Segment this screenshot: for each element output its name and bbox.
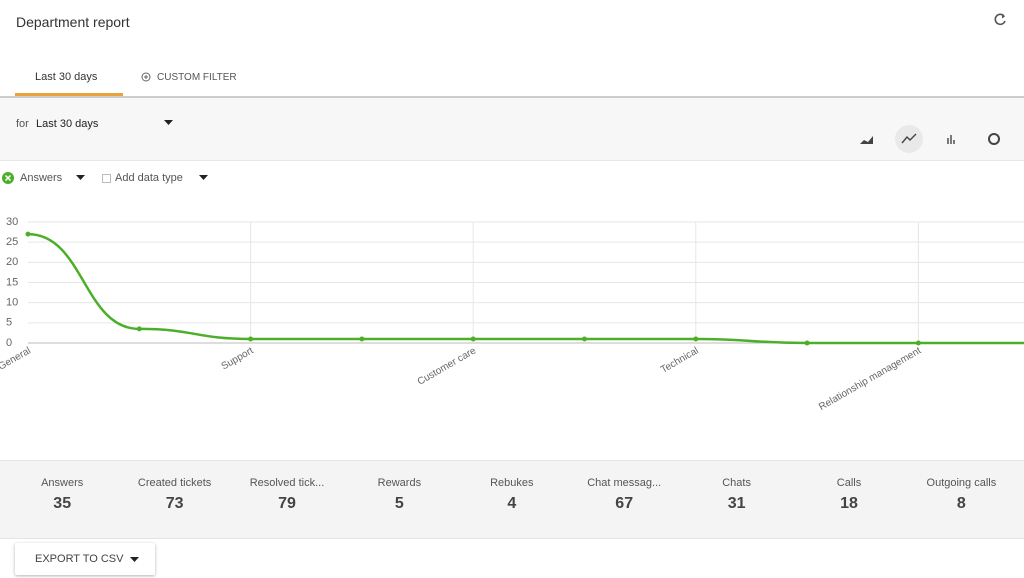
stat-label: Answers: [41, 477, 84, 489]
stat: Created tickets 73: [118, 477, 230, 513]
stat-label: Outgoing calls: [926, 477, 997, 489]
stat: Chat messag... 67: [568, 477, 680, 513]
stat-label: Rebukes: [490, 477, 534, 489]
dropdown-caret: [164, 120, 173, 125]
stat-label: Calls: [836, 477, 862, 489]
legend-marker[interactable]: [2, 172, 14, 184]
stat-label: Created tickets: [137, 477, 212, 489]
x-tick-label: General: [0, 345, 33, 372]
divider: [0, 96, 1024, 98]
stat-value: 4: [507, 495, 517, 512]
data-point: [915, 340, 921, 346]
y-tick-label: 30: [6, 216, 18, 228]
data-point: [359, 336, 365, 342]
add-icon: [141, 72, 151, 82]
y-tick-label: 20: [6, 256, 18, 268]
data-point: [470, 336, 476, 342]
add-data-type[interactable]: Add data type: [115, 172, 183, 184]
export-label: EXPORT TO CSV: [35, 553, 124, 565]
chart-type-switcher[interactable]: [850, 124, 1010, 154]
stat-value: 73: [165, 495, 184, 512]
chart: 0 5 10 15 20 25 30 General Support Customer care T…: [0, 216, 1024, 413]
page-title: Department report: [16, 14, 130, 30]
filter-select[interactable]: Last 30 days: [36, 118, 99, 130]
checkbox[interactable]: [102, 174, 111, 183]
x-tick-label: Customer care: [416, 345, 479, 388]
y-tick-label: 10: [6, 297, 18, 309]
stat: Chats 31: [680, 477, 792, 513]
series-line: [27, 232, 1024, 345]
stats-bar: Answers 35 Created tickets 73 Resolved tick.…: [0, 460, 1024, 539]
stat-label: Resolved tick...: [249, 477, 325, 489]
x-tick-label: Support: [220, 345, 256, 372]
x-tick-label: Technical: [659, 345, 701, 375]
legend-label: Answers: [20, 172, 63, 184]
tab[interactable]: Last 30 days: [35, 71, 98, 83]
data-point: [25, 231, 31, 237]
stat: Answers 35: [6, 477, 118, 513]
data-point: [693, 336, 699, 342]
y-tick-label: 5: [6, 317, 12, 329]
refresh-button[interactable]: [992, 12, 1008, 28]
x-tick-label: Relationship management: [817, 345, 923, 413]
export-button[interactable]: EXPORT TO CSV: [15, 543, 155, 575]
tab-indicator: [15, 93, 123, 96]
stat-label: Chats: [722, 477, 751, 489]
filter-prefix: for: [16, 118, 29, 130]
dropdown-caret: [130, 557, 139, 562]
stat-label: Chat messag...: [587, 477, 662, 489]
stat-value: 67: [615, 495, 634, 512]
data-point: [804, 340, 810, 346]
data-point: [582, 336, 587, 342]
dropdown-caret: [199, 175, 208, 180]
stat-label: Rewards: [377, 477, 422, 489]
stat-value: 5: [394, 495, 404, 512]
data-point: [136, 326, 142, 332]
stat-value: 8: [956, 495, 966, 512]
stat: Resolved tick... 79: [231, 477, 343, 513]
stat: Calls 18: [793, 477, 905, 513]
y-tick-label: 0: [6, 337, 12, 349]
stat: Rewards 5: [343, 477, 455, 513]
stat-value: 31: [727, 495, 746, 512]
data-point: [248, 336, 254, 342]
stat-value: 79: [278, 495, 296, 512]
stat-value: 35: [53, 495, 72, 512]
stat: Rebukes 4: [456, 477, 568, 513]
filter-bar: [0, 98, 1024, 161]
dropdown-caret: [76, 175, 85, 180]
stat: Outgoing calls 8: [905, 477, 1017, 513]
y-tick-label: 15: [6, 276, 18, 288]
tab[interactable]: CUSTOM FILTER: [157, 72, 237, 83]
y-tick-label: 25: [6, 236, 18, 248]
stat-value: 18: [840, 495, 858, 512]
